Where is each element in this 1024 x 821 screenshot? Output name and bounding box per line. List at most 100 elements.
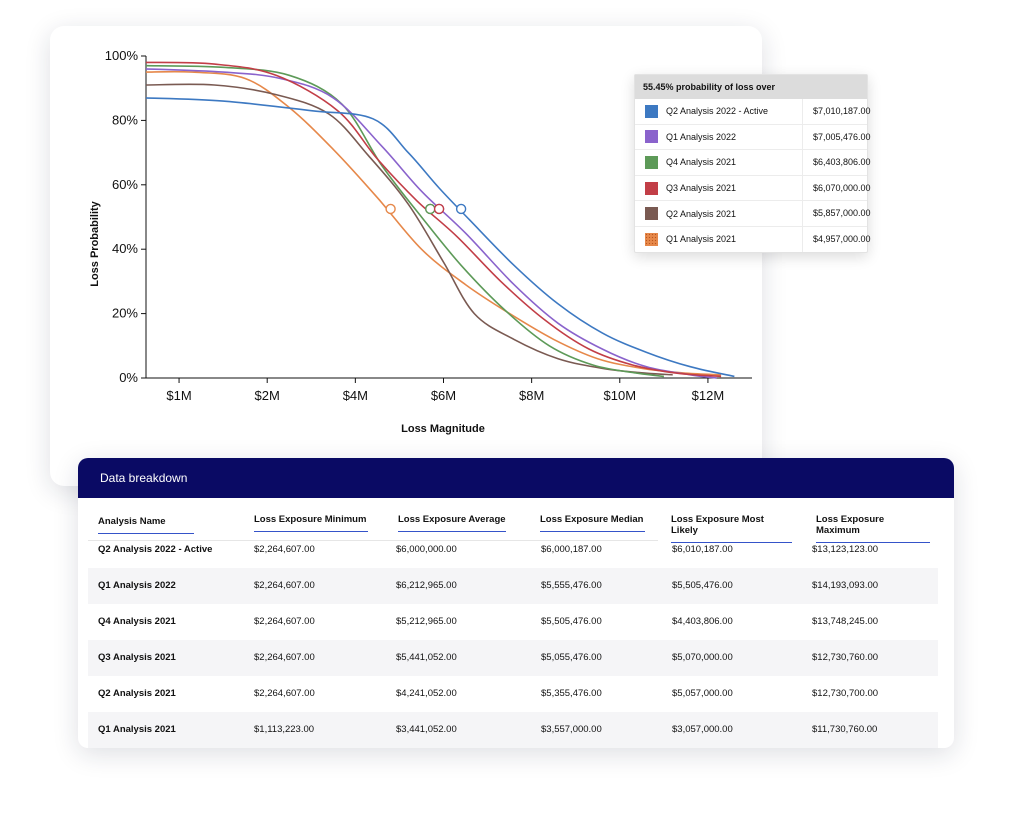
x-tick-label: $4M — [343, 388, 368, 403]
value-cell: $14,193,093.00 — [812, 580, 879, 591]
value-cell: $13,748,245.00 — [812, 616, 879, 627]
value-cell: $13,123,123.00 — [812, 544, 879, 555]
y-tick-label: 100% — [105, 48, 139, 63]
value-cell: $5,070,000.00 — [672, 652, 733, 663]
series-line-q1-analysis-2022[interactable] — [145, 68, 717, 379]
legend-swatch — [645, 207, 658, 221]
value-cell: $5,555,476.00 — [541, 580, 602, 591]
legend-item[interactable]: Q4 Analysis 2021 $6,403,806.00 — [635, 149, 871, 175]
series-line-q2-analysis-2021[interactable] — [145, 83, 673, 376]
value-cell: $2,264,607.00 — [254, 616, 315, 627]
y-tick-label: 20% — [112, 306, 138, 321]
value-cell: $2,264,607.00 — [254, 688, 315, 699]
column-header[interactable]: Loss Exposure Minimum — [254, 514, 368, 532]
series-line-q3-analysis-2021[interactable] — [145, 61, 722, 378]
series-marker-q4-analysis-2021[interactable] — [425, 203, 436, 215]
series-marker-q2-analysis-2022-active[interactable] — [455, 203, 467, 215]
column-header[interactable]: Loss Exposure Average — [398, 514, 506, 532]
y-axis-title: Loss Probability — [89, 200, 101, 286]
analysis-name-cell: Q3 Analysis 2021 — [98, 652, 176, 663]
column-header-label: Loss Exposure Average — [398, 514, 506, 525]
value-cell: $5,355,476.00 — [541, 688, 602, 699]
data-breakdown-card: Data breakdown Analysis Name Loss Exposur… — [78, 458, 954, 748]
legend-title: 55.45% probability of loss over — [635, 75, 867, 99]
legend-swatch — [645, 181, 658, 195]
analysis-name-cell: Q2 Analysis 2021 — [98, 688, 176, 699]
column-header-underline — [540, 531, 645, 532]
legend-item[interactable]: Q3 Analysis 2021 $6,070,000.00 — [635, 174, 871, 201]
value-cell: $2,264,607.00 — [254, 652, 315, 663]
value-cell: $2,264,607.00 — [254, 544, 315, 555]
x-tick-label: $8M — [519, 388, 544, 403]
legend-swatch — [645, 232, 658, 246]
column-header-underline — [816, 542, 930, 543]
x-tick-label: $12M — [692, 388, 725, 403]
y-tick-label: 60% — [112, 177, 138, 192]
value-cell: $3,441,052.00 — [396, 724, 457, 735]
legend-item[interactable]: Q2 Analysis 2022 - Active $7,010,187.00 — [635, 99, 871, 124]
y-tick-label: 40% — [112, 241, 138, 256]
analysis-name-cell: Q1 Analysis 2021 — [98, 724, 176, 735]
column-header-label: Loss Exposure Median — [540, 514, 644, 525]
value-cell: $1,113,223.00 — [254, 724, 315, 735]
legend-value: $6,403,806.00 — [802, 150, 871, 175]
legend-value: $4,957,000.00 — [802, 226, 871, 252]
table-title: Data breakdown — [78, 458, 954, 498]
value-cell: $6,212,965.00 — [396, 580, 457, 591]
x-axis-title: Loss Magnitude — [401, 423, 485, 435]
value-cell: $5,057,000.00 — [672, 688, 733, 699]
legend-item[interactable]: Q1 Analysis 2022 $7,005,476.00 — [635, 123, 871, 150]
legend-label: Q1 Analysis 2021 — [666, 234, 737, 245]
table-row[interactable]: Q1 Analysis 2022 $2,264,607.00 $6,212,965.… — [88, 568, 938, 604]
column-header-underline — [398, 531, 506, 532]
legend-value: $6,070,000.00 — [802, 175, 871, 201]
value-cell: $11,730,760.00 — [812, 724, 878, 735]
legend-label: Q1 Analysis 2022 — [666, 131, 737, 142]
legend-label: Q3 Analysis 2021 — [666, 183, 737, 194]
table-row[interactable]: Q3 Analysis 2021 $2,264,607.00 $5,441,052.… — [88, 640, 938, 676]
value-cell: $4,403,806.00 — [672, 616, 733, 627]
x-tick-label: $2M — [255, 388, 280, 403]
x-tick-label: $6M — [431, 388, 456, 403]
value-cell: $5,505,476.00 — [672, 580, 733, 591]
column-header[interactable]: Loss Exposure Median — [540, 514, 645, 532]
value-cell: $6,000,000.00 — [396, 544, 457, 555]
legend-label: Q2 Analysis 2022 - Active — [666, 106, 769, 117]
legend-value: $5,857,000.00 — [802, 201, 871, 226]
value-cell: $5,212,965.00 — [396, 616, 457, 627]
analysis-name-cell: Q1 Analysis 2022 — [98, 580, 176, 591]
header-divider — [88, 540, 658, 541]
table-row[interactable]: Q2 Analysis 2022 - Active $2,264,607.00 $6… — [88, 532, 938, 568]
x-tick-label: $1M — [166, 388, 191, 403]
column-header-label: Loss Exposure Most Likely — [671, 514, 764, 536]
loss-exceedance-chart[interactable]: 0% 20% 40% 60% 80% 100% $1M $2M $4M $6M $8M $10M $12… — [50, 26, 762, 486]
series-marker-q1-analysis-2021[interactable] — [385, 203, 396, 215]
series-line-q1-analysis-2021[interactable] — [145, 70, 722, 376]
legend-value: $7,010,187.00 — [802, 99, 871, 124]
value-cell: $6,010,187.00 — [672, 544, 733, 555]
column-header-label: Loss Exposure Maximum — [816, 514, 885, 536]
value-cell: $5,441,052.00 — [396, 652, 457, 663]
value-cell: $2,264,607.00 — [254, 580, 315, 591]
column-header[interactable]: Loss Exposure Maximum — [816, 514, 930, 543]
table-row[interactable]: Q1 Analysis 2021 $1,113,223.00 $3,441,052.… — [88, 712, 938, 748]
value-cell: $5,505,476.00 — [541, 616, 602, 627]
column-header[interactable]: Analysis Name — [98, 516, 194, 534]
legend-value: $7,005,476.00 — [802, 124, 871, 150]
value-cell: $12,730,700.00 — [812, 688, 879, 699]
value-cell: $5,055,476.00 — [541, 652, 602, 663]
y-tick-label: 0% — [119, 370, 138, 385]
column-header-underline — [254, 531, 368, 532]
table-row[interactable]: Q4 Analysis 2021 $2,264,607.00 $5,212,965.… — [88, 604, 938, 640]
legend-item[interactable]: Q2 Analysis 2021 $5,857,000.00 — [635, 200, 871, 226]
legend-item[interactable]: Q1 Analysis 2021 $4,957,000.00 — [635, 225, 871, 252]
column-header[interactable]: Loss Exposure Most Likely — [671, 514, 792, 543]
legend-swatch — [645, 130, 658, 144]
table-row[interactable]: Q2 Analysis 2021 $2,264,607.00 $4,241,052.… — [88, 676, 938, 712]
y-tick-label: 80% — [112, 112, 138, 127]
value-cell: $3,057,000.00 — [672, 724, 733, 735]
series-line-q2-analysis-2022-active[interactable] — [145, 97, 735, 378]
analysis-name-cell: Q2 Analysis 2022 - Active — [98, 544, 213, 555]
series-marker-q3-analysis-2021[interactable] — [433, 203, 445, 215]
series-line-q4-analysis-2021[interactable] — [145, 64, 664, 378]
